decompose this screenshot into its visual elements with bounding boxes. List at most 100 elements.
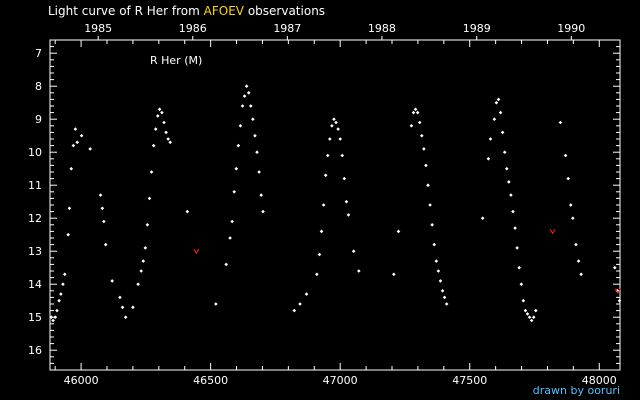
observation-point bbox=[120, 305, 125, 310]
observation-point bbox=[145, 223, 150, 227]
observation-point bbox=[531, 315, 536, 319]
observation-point bbox=[334, 120, 338, 125]
observation-point bbox=[151, 143, 156, 148]
observation-point bbox=[102, 219, 106, 224]
observation-point bbox=[507, 180, 511, 184]
observation-point bbox=[422, 147, 426, 151]
observation-point bbox=[236, 143, 241, 148]
observation-point bbox=[319, 229, 324, 234]
observation-point bbox=[336, 127, 340, 131]
x-tick-label: 47500 bbox=[452, 374, 487, 387]
observation-point bbox=[75, 140, 80, 145]
star-label: R Her (M) bbox=[150, 54, 202, 67]
observation-point bbox=[566, 176, 570, 181]
observation-point bbox=[228, 236, 232, 240]
observation-point bbox=[325, 153, 330, 158]
observation-point bbox=[517, 265, 522, 270]
limit-mark bbox=[549, 229, 556, 235]
observation-point bbox=[511, 209, 515, 214]
observation-point bbox=[79, 133, 84, 138]
x-tick-label: 48000 bbox=[582, 374, 617, 387]
observation-point bbox=[185, 209, 190, 214]
observation-point bbox=[440, 289, 445, 293]
observation-point bbox=[338, 137, 342, 141]
limit-mark bbox=[193, 248, 200, 255]
y-tick-label: 13 bbox=[28, 245, 42, 258]
observation-point bbox=[332, 117, 336, 121]
observation-point bbox=[51, 318, 55, 323]
observation-point bbox=[234, 166, 239, 171]
observation-point bbox=[214, 302, 218, 306]
observation-point bbox=[523, 308, 528, 313]
observation-point bbox=[351, 249, 356, 253]
observation-point bbox=[49, 315, 54, 319]
observation-point bbox=[321, 203, 326, 207]
observation-point bbox=[509, 193, 513, 197]
observation-point bbox=[525, 312, 530, 316]
observation-point bbox=[415, 110, 420, 115]
observation-point bbox=[246, 91, 251, 95]
year-label: 1986 bbox=[179, 22, 207, 35]
observation-point bbox=[57, 298, 61, 303]
observation-point bbox=[417, 120, 422, 125]
observation-point bbox=[513, 226, 517, 230]
observation-point bbox=[162, 120, 166, 125]
observation-point bbox=[424, 163, 428, 168]
observation-point bbox=[330, 124, 334, 128]
observation-point bbox=[242, 94, 247, 98]
observation-point bbox=[579, 272, 583, 277]
observation-point bbox=[409, 124, 414, 128]
observation-point bbox=[496, 97, 501, 102]
observation-point bbox=[434, 259, 439, 263]
y-tick-label: 12 bbox=[28, 212, 42, 225]
y-tick-label: 9 bbox=[35, 113, 42, 126]
observation-point bbox=[98, 193, 103, 197]
observation-point bbox=[328, 137, 332, 141]
observation-point bbox=[240, 104, 245, 108]
observation-point bbox=[430, 223, 434, 227]
observation-point bbox=[143, 246, 148, 250]
observation-point bbox=[346, 213, 351, 217]
observation-point bbox=[136, 282, 140, 286]
observation-point bbox=[147, 196, 152, 201]
observation-point bbox=[558, 120, 563, 125]
observation-point bbox=[110, 279, 114, 283]
observation-point bbox=[529, 318, 534, 323]
observation-point bbox=[304, 292, 309, 296]
observation-point bbox=[392, 272, 396, 277]
x-tick-label: 47000 bbox=[323, 374, 358, 387]
title-suffix: observations bbox=[247, 4, 326, 18]
y-tick-label: 11 bbox=[28, 179, 42, 192]
observation-point bbox=[323, 173, 328, 178]
observation-point bbox=[224, 262, 228, 267]
observation-point bbox=[73, 127, 78, 131]
chart-title: Light curve of R Her from AFOEV observat… bbox=[48, 4, 325, 18]
y-tick-label: 15 bbox=[28, 311, 42, 324]
year-label: 1987 bbox=[273, 22, 301, 35]
observation-point bbox=[62, 272, 67, 277]
observation-point bbox=[494, 100, 499, 105]
observation-point bbox=[164, 130, 168, 135]
observation-point bbox=[563, 153, 568, 158]
observation-point bbox=[232, 190, 237, 194]
observation-point bbox=[617, 298, 622, 303]
observation-point bbox=[103, 242, 108, 247]
observation-point bbox=[411, 110, 416, 115]
observation-point bbox=[139, 269, 143, 273]
observation-point bbox=[344, 199, 349, 204]
observation-point bbox=[396, 229, 401, 234]
observation-point bbox=[315, 272, 319, 277]
observation-point bbox=[442, 295, 447, 300]
observation-point bbox=[504, 166, 509, 171]
x-tick-label: 46000 bbox=[64, 374, 99, 387]
observation-point bbox=[436, 269, 441, 273]
limit-mark bbox=[615, 288, 621, 294]
observation-point bbox=[340, 153, 345, 158]
observation-point bbox=[71, 143, 76, 148]
observation-point bbox=[576, 259, 581, 263]
observation-point bbox=[515, 246, 519, 250]
observation-point bbox=[155, 114, 160, 118]
observation-point bbox=[141, 259, 146, 263]
plot-frame bbox=[49, 39, 621, 371]
observation-point bbox=[413, 107, 418, 112]
